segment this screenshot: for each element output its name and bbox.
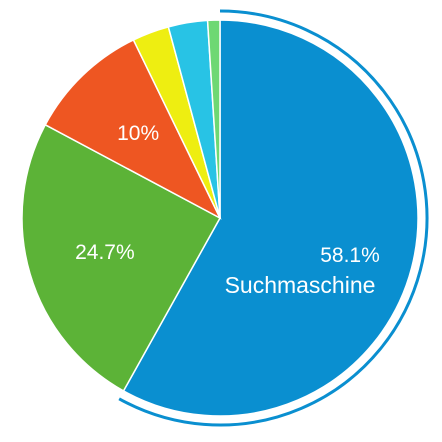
pie-slices: [21, 9, 429, 427]
pie-slice-2[interactable]: [44, 38, 222, 220]
slice-label-0: 58.1%: [320, 244, 380, 267]
pie-slice-5[interactable]: [206, 19, 221, 219]
highlight-ring: [118, 9, 429, 427]
slice-label-1: 24.7%: [75, 241, 135, 264]
slice-label-2: 10%: [117, 122, 159, 145]
slice-name-0: Suchmaschine: [225, 272, 376, 298]
pie-slice-1[interactable]: [21, 123, 222, 392]
pie-labels: 58.1% Suchmaschine 24.7% 10%: [75, 122, 380, 298]
pie-slice-0[interactable]: [122, 19, 419, 417]
